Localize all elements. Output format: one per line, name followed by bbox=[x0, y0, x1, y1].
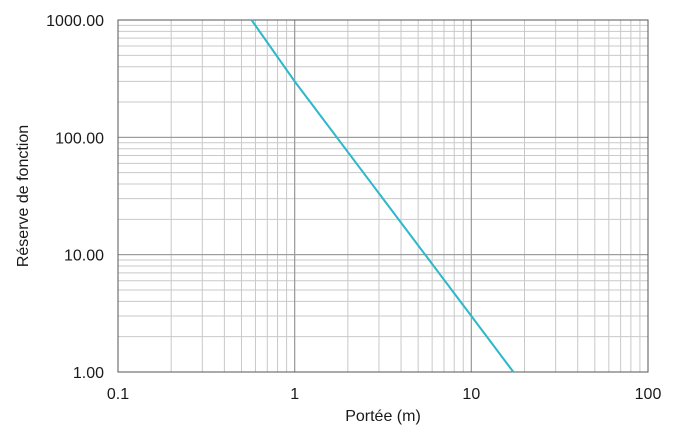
x-tick-labels: 0.1 1 10 100 bbox=[107, 386, 662, 403]
y-tick-label: 100.00 bbox=[55, 130, 104, 147]
y-tick-label: 10.00 bbox=[64, 248, 104, 265]
x-tick-label: 0.1 bbox=[107, 386, 129, 403]
x-axis-label: Portée (m) bbox=[345, 408, 421, 425]
y-tick-labels: 1.00 10.00 100.00 1000.00 bbox=[46, 13, 104, 382]
y-tick-label: 1000.00 bbox=[46, 13, 104, 30]
x-tick-label: 1 bbox=[290, 386, 299, 403]
x-tick-label: 10 bbox=[462, 386, 480, 403]
series-layer bbox=[250, 19, 515, 373]
minor-grid bbox=[118, 20, 648, 372]
series-line-1 bbox=[250, 19, 515, 373]
y-axis-label: Réserve de fonction bbox=[15, 125, 32, 267]
plot-frame bbox=[117, 19, 649, 373]
y-tick-label: 1.00 bbox=[73, 365, 104, 382]
major-grid bbox=[117, 19, 649, 373]
x-tick-label: 100 bbox=[635, 386, 662, 403]
